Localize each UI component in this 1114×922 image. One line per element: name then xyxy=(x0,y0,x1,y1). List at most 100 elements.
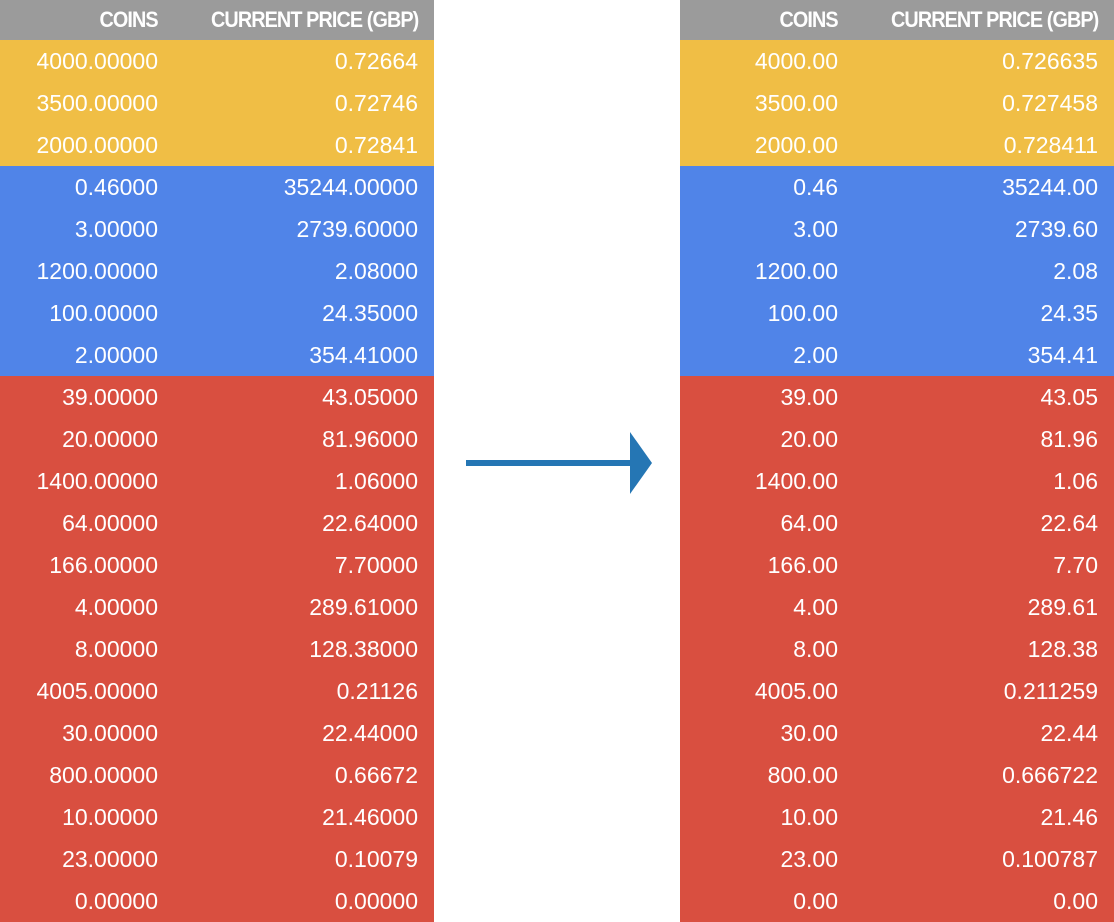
price-cell: 0.72664 xyxy=(334,47,418,74)
price-cell: 2.08000 xyxy=(334,257,418,284)
price-cell: 289.61000 xyxy=(309,593,418,620)
price-cell: 0.728411 xyxy=(1003,131,1098,158)
table-row: 39.00 43.05 xyxy=(680,376,1114,418)
header-cell: COINS xyxy=(99,7,159,32)
coins-cell: 39.00000 xyxy=(62,383,158,410)
table-row: 100.00 24.35 xyxy=(680,292,1114,334)
coins-cell: 0.46 xyxy=(793,173,838,200)
price-cell: 0.666722 xyxy=(1002,761,1098,788)
price-cell: 43.05 xyxy=(1040,383,1098,410)
coins-cell: 64.00000 xyxy=(62,509,158,536)
table-row: 2.00 354.41 xyxy=(680,334,1114,376)
price-cell: 0.211259 xyxy=(1003,677,1098,704)
price-cell: 354.41 xyxy=(1027,341,1098,368)
price-cell: 24.35000 xyxy=(322,299,418,326)
table-row: 30.00000 22.44000 xyxy=(0,712,434,754)
price-cell: 1.06000 xyxy=(334,467,418,494)
table-row: 64.00000 22.64000 xyxy=(0,502,434,544)
price-cell: 0.00000 xyxy=(334,887,418,914)
table-row: 4.00 289.61 xyxy=(680,586,1114,628)
coins-cell: 20.00000 xyxy=(62,425,158,452)
price-cell: 7.70000 xyxy=(334,551,418,578)
price-cell: 289.61 xyxy=(1027,593,1098,620)
table-row: 20.00000 81.96000 xyxy=(0,418,434,460)
table-row: 4.00000 289.61000 xyxy=(0,586,434,628)
header-cell: COINS xyxy=(779,7,839,32)
coins-cell: 3500.00 xyxy=(754,89,838,116)
table-row: 100.00000 24.35000 xyxy=(0,292,434,334)
coins-cell: 23.00000 xyxy=(62,845,158,872)
table-row: 20.00 81.96 xyxy=(680,418,1114,460)
coins-cell: 10.00 xyxy=(780,803,838,830)
coins-cell: 800.00000 xyxy=(49,761,158,788)
coins-cell: 2.00000 xyxy=(74,341,158,368)
table-row: 0.00 0.00 xyxy=(680,880,1114,922)
price-cell: 22.64 xyxy=(1040,509,1098,536)
header-cell: CURRENT PRICE (GBP) xyxy=(210,7,419,32)
table-row: 39.00000 43.05000 xyxy=(0,376,434,418)
table-row: 1400.00 1.06 xyxy=(680,460,1114,502)
table-row: 64.00 22.64 xyxy=(680,502,1114,544)
header-row: COINS CURRENT PRICE (GBP) xyxy=(0,0,434,40)
header-row: COINS CURRENT PRICE (GBP) xyxy=(680,0,1114,40)
coins-cell: 1200.00 xyxy=(754,257,838,284)
table-row: 1200.00 2.08 xyxy=(680,250,1114,292)
price-cell: 24.35 xyxy=(1040,299,1098,326)
price-cell: 128.38000 xyxy=(309,635,418,662)
coins-cell: 4.00 xyxy=(793,593,838,620)
table-row: 8.00000 128.38000 xyxy=(0,628,434,670)
coins-cell: 2.00 xyxy=(793,341,838,368)
table-row: 1200.00000 2.08000 xyxy=(0,250,434,292)
price-cell: 21.46000 xyxy=(322,803,418,830)
coins-cell: 8.00 xyxy=(793,635,838,662)
price-cell: 0.10079 xyxy=(334,845,418,872)
coins-cell: 30.00000 xyxy=(62,719,158,746)
coins-cell: 0.00 xyxy=(793,887,838,914)
price-cell: 0.00 xyxy=(1053,887,1098,914)
table-row: 2000.00000 0.72841 xyxy=(0,124,434,166)
coins-cell: 0.46000 xyxy=(74,173,158,200)
table-row: 2000.00 0.728411 xyxy=(680,124,1114,166)
table-row: 10.00 21.46 xyxy=(680,796,1114,838)
coins-cell: 8.00000 xyxy=(74,635,158,662)
coins-cell: 4000.00000 xyxy=(36,47,158,74)
price-cell: 0.21126 xyxy=(336,677,418,704)
price-cell: 21.46 xyxy=(1040,803,1098,830)
price-cell: 2739.60000 xyxy=(296,215,418,242)
table: COINS CURRENT PRICE (GBP) 4000.00000 0.7266… xyxy=(0,0,434,922)
table-row: 166.00000 7.70000 xyxy=(0,544,434,586)
table-row: 1400.00000 1.06000 xyxy=(0,460,434,502)
table-row: 3.00000 2739.60000 xyxy=(0,208,434,250)
coins-cell: 2000.00000 xyxy=(36,131,158,158)
table-row: 0.46 35244.00 xyxy=(680,166,1114,208)
coins-cell: 30.00 xyxy=(780,719,838,746)
table-row: 23.00000 0.10079 xyxy=(0,838,434,880)
table-row: 3500.00 0.727458 xyxy=(680,82,1114,124)
price-cell: 128.38 xyxy=(1027,635,1098,662)
price-cell: 0.727458 xyxy=(1002,89,1098,116)
table-row: 2.00000 354.41000 xyxy=(0,334,434,376)
coins-cell: 166.00 xyxy=(767,551,838,578)
price-cell: 35244.00000 xyxy=(283,173,418,200)
price-cell: 81.96000 xyxy=(322,425,418,452)
price-cell: 81.96 xyxy=(1040,425,1098,452)
price-cell: 22.44000 xyxy=(322,719,418,746)
coins-cell: 4.00000 xyxy=(74,593,158,620)
price-cell: 1.06 xyxy=(1053,467,1098,494)
price-cell: 354.41000 xyxy=(309,341,418,368)
arrow-head xyxy=(630,432,652,494)
table-row: 0.00000 0.00000 xyxy=(0,880,434,922)
coins-cell: 39.00 xyxy=(780,383,838,410)
coins-cell: 166.00000 xyxy=(49,551,158,578)
header-cell: CURRENT PRICE (GBP) xyxy=(890,7,1099,32)
price-cell: 22.64000 xyxy=(322,509,418,536)
table-row: 30.00 22.44 xyxy=(680,712,1114,754)
table-row: 4005.00 0.211259 xyxy=(680,670,1114,712)
coins-cell: 4000.00 xyxy=(754,47,838,74)
table-row: 10.00000 21.46000 xyxy=(0,796,434,838)
table-row: 800.00 0.666722 xyxy=(680,754,1114,796)
coins-cell: 2000.00 xyxy=(754,131,838,158)
coins-cell: 3.00000 xyxy=(74,215,158,242)
coins-cell: 64.00 xyxy=(780,509,838,536)
